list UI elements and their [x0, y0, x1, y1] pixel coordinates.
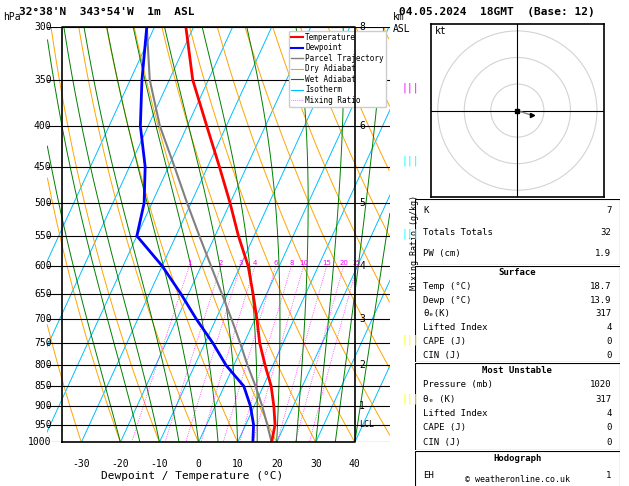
- Text: 20: 20: [271, 459, 282, 469]
- Text: 7: 7: [606, 206, 611, 215]
- Text: |||: |||: [401, 393, 419, 404]
- Text: 1: 1: [187, 260, 192, 266]
- Text: θₑ (K): θₑ (K): [423, 395, 455, 403]
- Text: 600: 600: [34, 261, 52, 271]
- Text: 10: 10: [231, 459, 243, 469]
- Text: |||: |||: [401, 228, 419, 239]
- Legend: Temperature, Dewpoint, Parcel Trajectory, Dry Adiabat, Wet Adiabat, Isotherm, Mi: Temperature, Dewpoint, Parcel Trajectory…: [289, 31, 386, 107]
- Text: EH: EH: [423, 470, 434, 480]
- Text: -10: -10: [151, 459, 169, 469]
- Text: 800: 800: [34, 360, 52, 370]
- Text: 5: 5: [359, 198, 365, 208]
- Text: hPa: hPa: [3, 12, 21, 22]
- Text: 700: 700: [34, 314, 52, 324]
- Text: Pressure (mb): Pressure (mb): [423, 380, 493, 389]
- Text: 30: 30: [310, 459, 321, 469]
- Text: 400: 400: [34, 121, 52, 131]
- Text: 0: 0: [196, 459, 201, 469]
- Text: 0: 0: [606, 337, 611, 346]
- Text: 1020: 1020: [590, 380, 611, 389]
- Text: |||: |||: [401, 155, 419, 166]
- Text: Hodograph: Hodograph: [493, 454, 542, 463]
- Text: -20: -20: [111, 459, 129, 469]
- Text: K: K: [423, 206, 429, 215]
- Text: 7: 7: [359, 75, 365, 85]
- Text: 6: 6: [274, 260, 278, 266]
- Text: LCL: LCL: [359, 420, 374, 429]
- Text: 900: 900: [34, 401, 52, 411]
- Text: 2: 2: [219, 260, 223, 266]
- Text: 13.9: 13.9: [590, 295, 611, 305]
- Text: 4: 4: [606, 409, 611, 418]
- Text: CIN (J): CIN (J): [423, 438, 461, 447]
- Text: 3: 3: [359, 314, 365, 324]
- Text: |||: |||: [401, 335, 419, 346]
- Text: 300: 300: [34, 22, 52, 32]
- Text: 0: 0: [606, 423, 611, 433]
- Text: 1: 1: [359, 401, 365, 411]
- Text: Dewpoint / Temperature (°C): Dewpoint / Temperature (°C): [101, 471, 283, 481]
- Text: kt: kt: [435, 26, 447, 35]
- Text: Lifted Index: Lifted Index: [423, 323, 488, 332]
- Text: 1000: 1000: [28, 437, 52, 447]
- Text: 450: 450: [34, 162, 52, 172]
- Text: 350: 350: [34, 75, 52, 85]
- Text: -30: -30: [72, 459, 90, 469]
- Text: 1.9: 1.9: [595, 249, 611, 259]
- Text: Totals Totals: Totals Totals: [423, 227, 493, 237]
- Text: Most Unstable: Most Unstable: [482, 366, 552, 375]
- Text: 317: 317: [595, 395, 611, 403]
- Text: 500: 500: [34, 198, 52, 208]
- Text: 0: 0: [606, 351, 611, 360]
- Text: 8: 8: [359, 22, 365, 32]
- Text: 18.7: 18.7: [590, 282, 611, 291]
- Text: Surface: Surface: [499, 268, 536, 277]
- Text: Dewp (°C): Dewp (°C): [423, 295, 472, 305]
- Text: 2: 2: [359, 360, 365, 370]
- Text: CAPE (J): CAPE (J): [423, 337, 466, 346]
- Text: Mixing Ratio (g/kg): Mixing Ratio (g/kg): [410, 195, 419, 291]
- Text: 3: 3: [238, 260, 243, 266]
- Text: CIN (J): CIN (J): [423, 351, 461, 360]
- Text: 317: 317: [595, 310, 611, 318]
- Text: 4: 4: [606, 323, 611, 332]
- Text: Temp (°C): Temp (°C): [423, 282, 472, 291]
- Text: 750: 750: [34, 338, 52, 348]
- Text: 550: 550: [34, 231, 52, 241]
- Text: 20: 20: [339, 260, 348, 266]
- Text: 15: 15: [322, 260, 331, 266]
- Text: 04.05.2024  18GMT  (Base: 12): 04.05.2024 18GMT (Base: 12): [399, 7, 595, 17]
- Text: 6: 6: [359, 121, 365, 131]
- Text: 850: 850: [34, 381, 52, 391]
- Text: Lifted Index: Lifted Index: [423, 409, 488, 418]
- Text: θₑ(K): θₑ(K): [423, 310, 450, 318]
- Text: 4: 4: [359, 261, 365, 271]
- Text: 32: 32: [601, 227, 611, 237]
- Text: 10: 10: [299, 260, 308, 266]
- Text: km
ASL: km ASL: [393, 12, 411, 34]
- Text: 4: 4: [253, 260, 257, 266]
- Text: 32°38'N  343°54'W  1m  ASL: 32°38'N 343°54'W 1m ASL: [19, 7, 194, 17]
- Text: 1: 1: [606, 470, 611, 480]
- Text: 0: 0: [606, 438, 611, 447]
- Text: 950: 950: [34, 419, 52, 430]
- Text: © weatheronline.co.uk: © weatheronline.co.uk: [465, 474, 569, 484]
- Text: 650: 650: [34, 289, 52, 298]
- Text: CAPE (J): CAPE (J): [423, 423, 466, 433]
- Text: PW (cm): PW (cm): [423, 249, 461, 259]
- Text: 25: 25: [353, 260, 362, 266]
- Text: |||: |||: [401, 82, 419, 93]
- Text: 8: 8: [289, 260, 294, 266]
- Text: 40: 40: [349, 459, 360, 469]
